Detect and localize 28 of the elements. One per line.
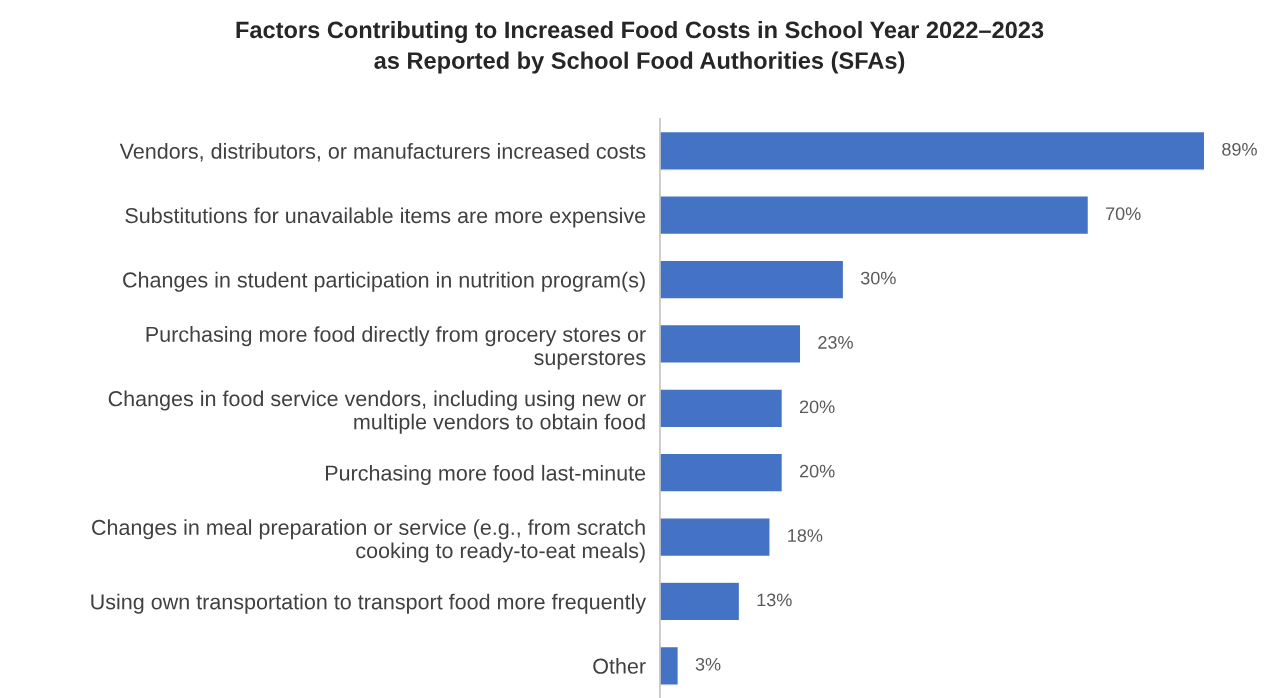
chart-title: Factors Contributing to Increased Food Costs in School Year 2022–2023 as Reported by School Food Authorities (SFAs) xyxy=(236,20,1044,74)
bar xyxy=(659,581,741,622)
y-tick-label: Substitutions for unavailable items are more expensive xyxy=(125,207,646,228)
bar xyxy=(659,388,784,429)
data-label: 18% xyxy=(788,529,823,542)
data-label: 89% xyxy=(1222,142,1257,156)
bar xyxy=(659,517,771,558)
y-tick-label: Using own transportation to transport food more frequently xyxy=(91,593,647,614)
y-tick-label: Changes in meal preparation or service (e.g., from scratch cooking to ready-to-eat meals) xyxy=(92,519,645,563)
data-label: 13% xyxy=(757,593,792,607)
y-tick-label: Vendors, distributors, or manufacturers increased costs xyxy=(119,143,646,162)
data-label: 20% xyxy=(799,464,835,478)
y-tick-label: Changes in student participation in nutrition program(s) xyxy=(123,271,645,292)
data-label: 23% xyxy=(818,336,853,349)
bar xyxy=(659,195,1090,236)
data-label: 70% xyxy=(1106,207,1141,221)
data-label: 30% xyxy=(860,271,896,285)
bar xyxy=(659,323,802,364)
y-tick-label: Other xyxy=(593,658,646,674)
data-label: 20% xyxy=(799,400,835,414)
data-label: 3% xyxy=(695,657,721,671)
bar xyxy=(659,259,845,300)
bar xyxy=(659,130,1206,171)
y-tick-label: Purchasing more food directly from grocery stores or superstores xyxy=(146,326,646,370)
y-tick-label: Changes in food service vendors, including using new or multiple vendors to obtain food xyxy=(108,390,646,434)
bar xyxy=(659,645,680,686)
y-tick-label: Purchasing more food last-minute xyxy=(325,464,646,485)
bar xyxy=(659,452,784,493)
